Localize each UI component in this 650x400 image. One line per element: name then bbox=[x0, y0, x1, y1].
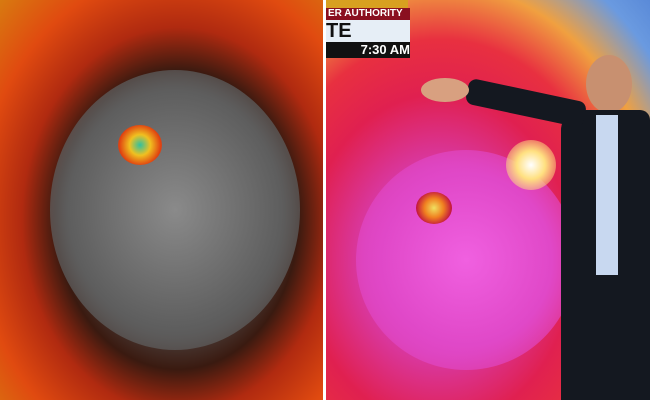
ticker-line-2: TE bbox=[326, 20, 410, 42]
light-glare bbox=[506, 140, 556, 190]
satellite-image-skull-storm bbox=[0, 0, 323, 400]
hand bbox=[421, 78, 469, 102]
panel-divider bbox=[323, 0, 326, 400]
meteorologist bbox=[556, 55, 650, 400]
ticker-top-bar bbox=[326, 0, 408, 8]
shirt bbox=[596, 115, 618, 275]
weather-broadcast: ER AUTHORITY TE 7:30 AM bbox=[326, 0, 650, 400]
storm-cloud-mass bbox=[50, 70, 300, 350]
hurricane-eye bbox=[118, 125, 162, 165]
ticker-time: 7:30 AM bbox=[326, 42, 410, 58]
hurricane-eye bbox=[416, 192, 452, 224]
head bbox=[586, 55, 632, 113]
ticker-line-1: ER AUTHORITY bbox=[326, 8, 410, 20]
